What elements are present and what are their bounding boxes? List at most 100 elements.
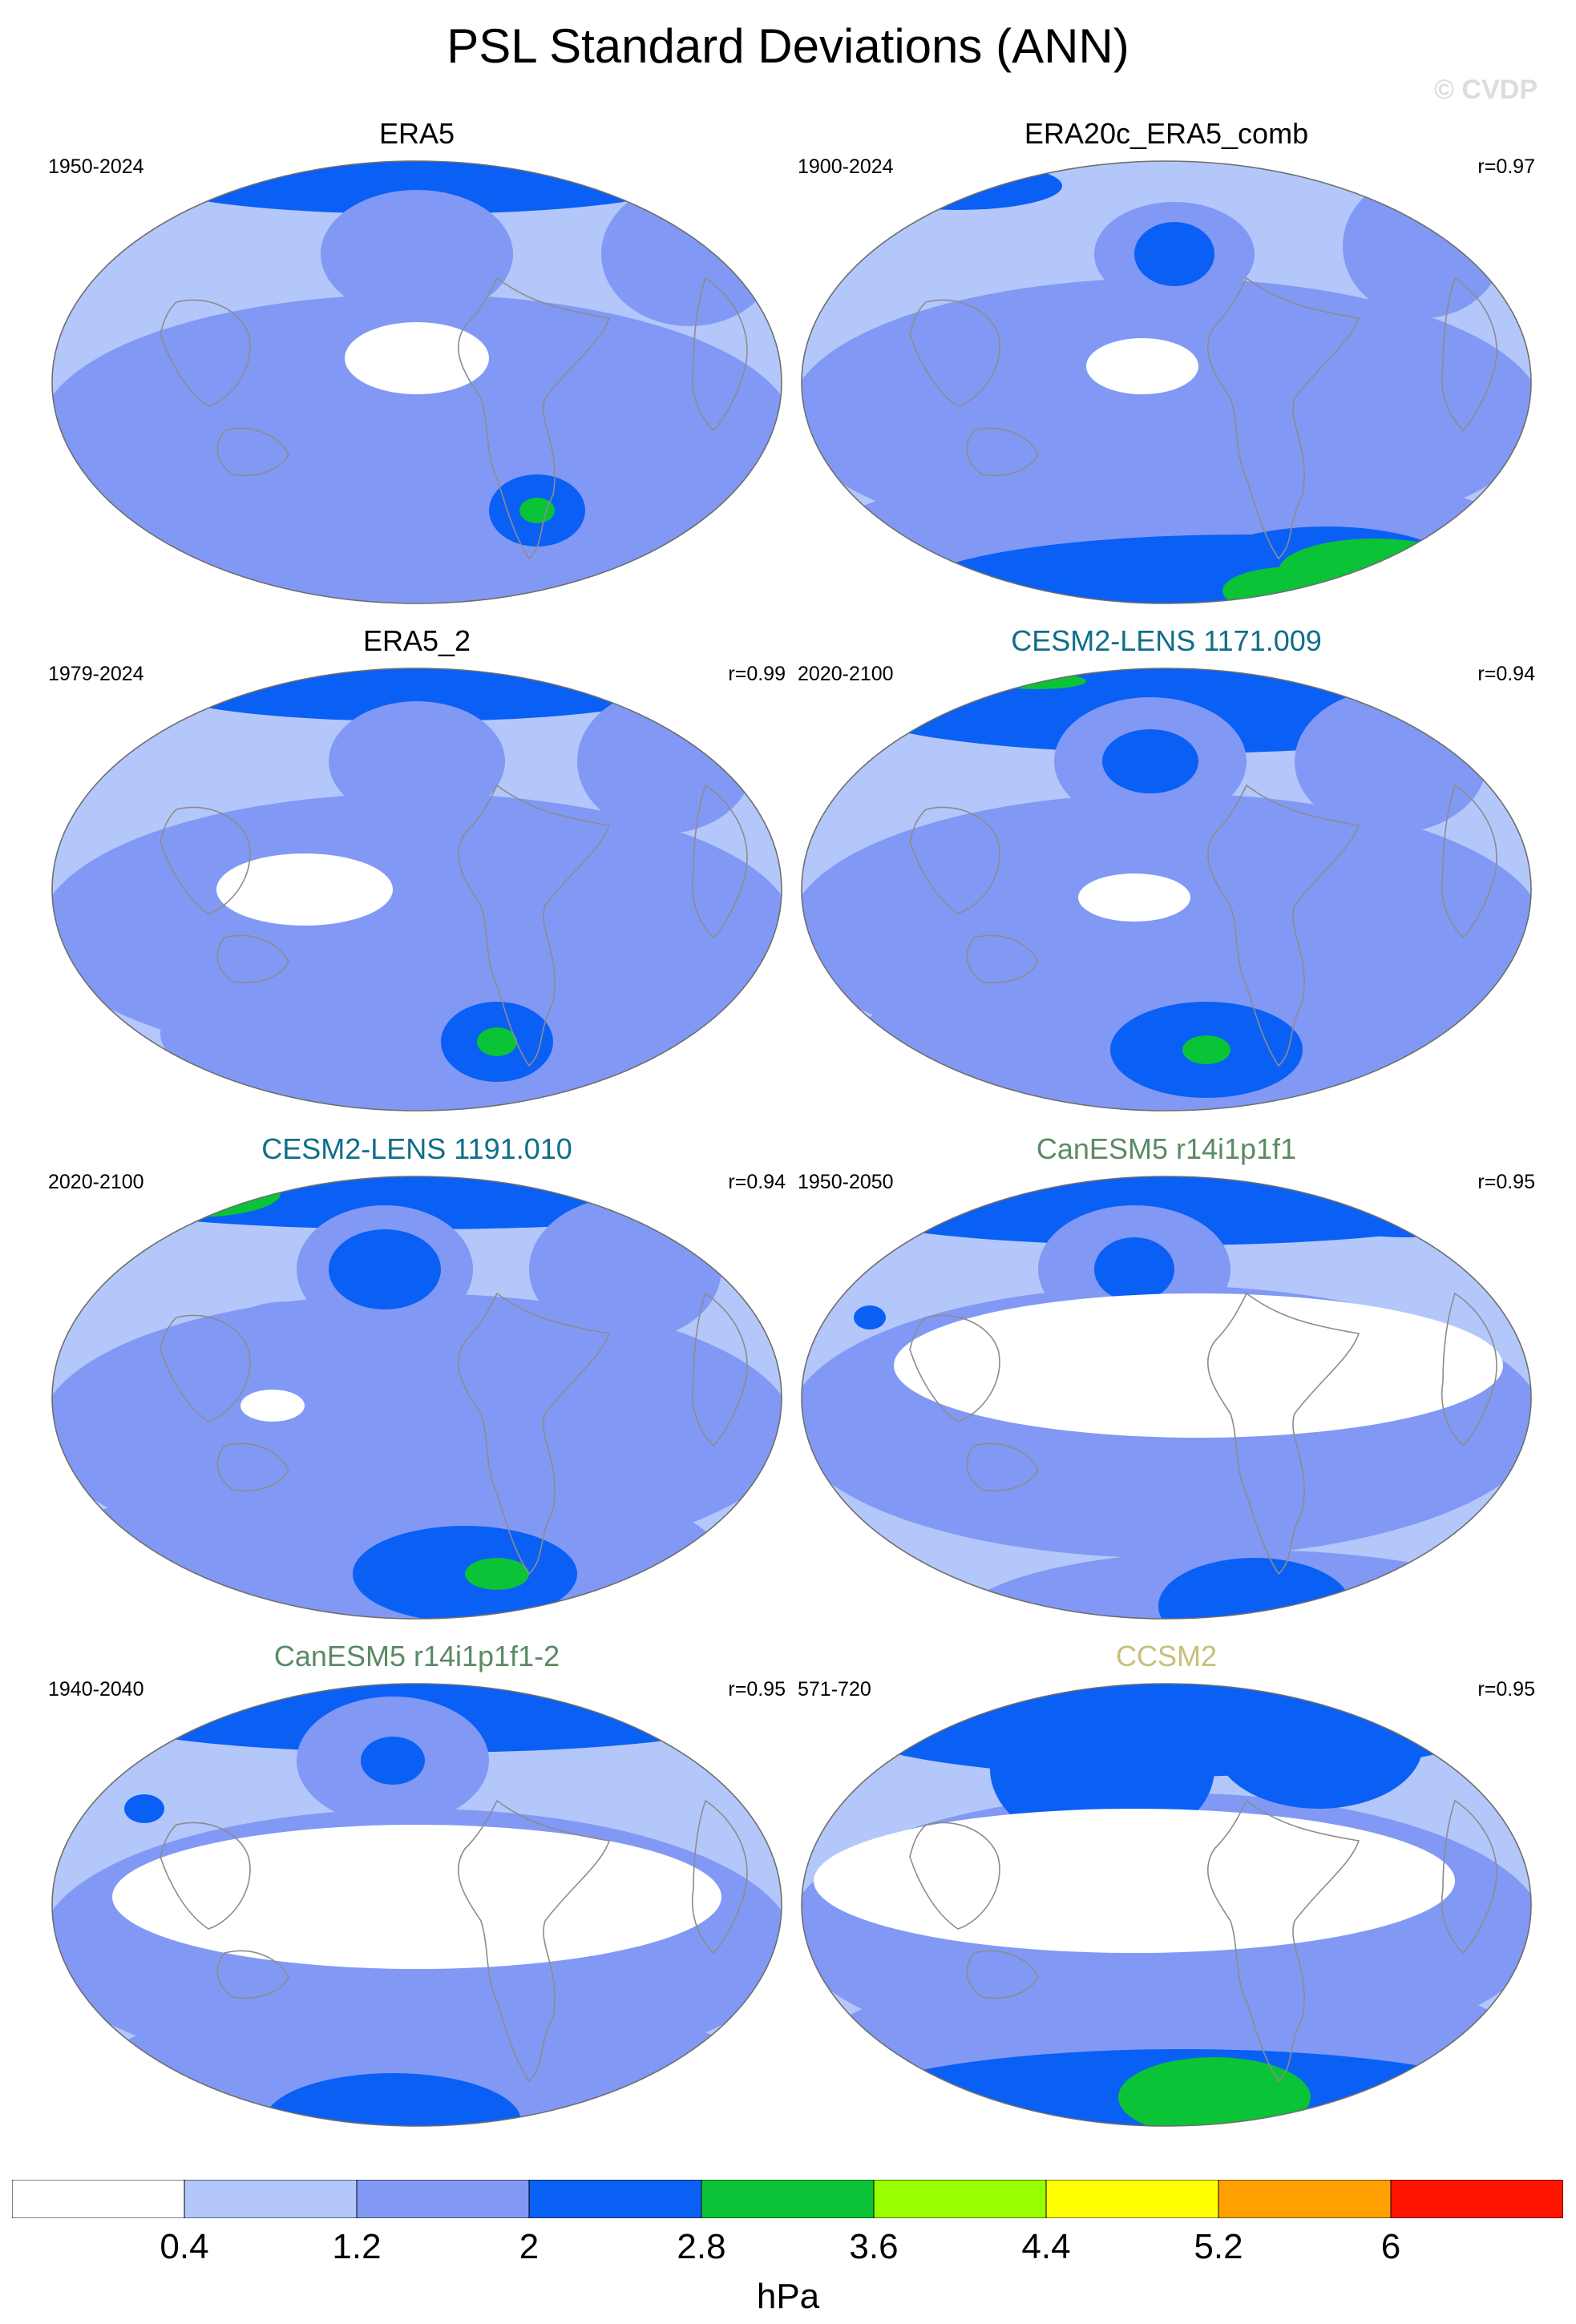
- coastline: [966, 1442, 1039, 1492]
- coastline: [216, 427, 289, 477]
- panel-correlation: r=0.95: [728, 1678, 786, 1701]
- contour-band-level-4: [519, 498, 555, 523]
- coastline: [909, 1314, 1000, 1422]
- contour-band-level-3: [990, 1689, 1214, 1849]
- contour-map: [801, 668, 1532, 1112]
- panel-correlation: r=0.95: [1477, 1678, 1535, 1701]
- colorbar-tick-label: 6: [1380, 2227, 1401, 2266]
- contour-map: [801, 160, 1532, 604]
- cvdp-watermark: © CVDP: [1434, 75, 1538, 105]
- contour-band-level-4: [465, 1558, 529, 1590]
- contour-band-level-3: [1158, 1558, 1351, 1619]
- colorbar-swatch: [1218, 2180, 1392, 2218]
- colorbar-tick-label: 3.6: [849, 2227, 899, 2266]
- contour-band-level-2: [321, 190, 513, 318]
- colorbar-swatch: [356, 2180, 530, 2218]
- panel-period: 571-720: [798, 1678, 871, 1701]
- panel-period: 2020-2100: [48, 1171, 144, 1193]
- contour-fields: [52, 668, 782, 1111]
- colorbar-tick-label: 4.4: [1021, 2227, 1071, 2266]
- panel-title: CanESM5 r14i1p1f1: [1036, 1132, 1297, 1165]
- map-border: [801, 668, 1532, 1112]
- coastline: [909, 1822, 1000, 1930]
- contour-band-level-3: [854, 1305, 886, 1329]
- panel-period: 1979-2024: [48, 663, 144, 685]
- colorbar-swatch: [528, 2180, 702, 2218]
- coastline: [691, 1799, 748, 1955]
- coastline: [216, 934, 289, 984]
- contour-band-level-2: [577, 689, 754, 833]
- colorbar-tick-label: 5.2: [1194, 2227, 1243, 2266]
- panel-title: ERA20c_ERA5_comb: [1024, 117, 1309, 150]
- colorbar-swatch: [1390, 2180, 1563, 2218]
- colorbar-swatch: [12, 2180, 185, 2218]
- panel-correlation: r=0.95: [1477, 1171, 1535, 1193]
- contour-band-level-3: [265, 2073, 521, 2126]
- contour-band-level-3: [329, 1229, 441, 1309]
- panel-title: ERA5: [378, 117, 455, 150]
- coastline: [1441, 276, 1497, 432]
- contour-fields: [802, 161, 1531, 603]
- contour-band-level-3: [1471, 182, 1531, 246]
- contour-band-level-2: [529, 1197, 721, 1342]
- colorbar: [12, 2180, 1563, 2218]
- panel-correlation: r=0.94: [728, 1171, 786, 1193]
- colorbar-unit: hPa: [756, 2277, 820, 2316]
- coastline: [160, 806, 251, 914]
- coastline: [691, 784, 748, 939]
- coastline: [160, 1822, 251, 1930]
- coastline: [1206, 1799, 1360, 2083]
- panel-correlation: r=0.94: [1477, 663, 1535, 685]
- coastline: [1206, 276, 1360, 560]
- coastline: [966, 934, 1039, 984]
- map-panel-ccsm2: CCSM2 571-720 r=0.95: [798, 1639, 1535, 2136]
- map-border: [51, 1683, 782, 2127]
- coastline: [1441, 784, 1497, 939]
- contour-map: [51, 668, 782, 1112]
- contour-band-level-2: [112, 446, 433, 575]
- contour-map: [51, 160, 782, 604]
- contour-band-level-3: [124, 1794, 164, 1823]
- contour-band-level-3: [1214, 1684, 1423, 1809]
- coastline: [160, 299, 251, 407]
- contour-band-level-0: [894, 1293, 1503, 1438]
- map-panel-era5: ERA5 1950-2024: [48, 116, 786, 613]
- coastline: [457, 1292, 611, 1576]
- coastline: [457, 276, 611, 560]
- map-panel-era20c-era5-comb: ERA20c_ERA5_comb 1900-2024 r=0.97: [798, 116, 1535, 613]
- colorbar-tick-label: 2: [519, 2227, 539, 2266]
- contour-fields: [802, 1176, 1531, 1619]
- contour-band-level-3: [1102, 729, 1198, 793]
- contour-band-level-3: [854, 162, 1062, 210]
- contour-band-level-4: [1182, 1035, 1230, 1064]
- map-panel-cesm2-lens-1171-009: CESM2-LENS 1171.009 2020-2100 r=0.94: [798, 623, 1535, 1120]
- contour-band-level-2: [1295, 689, 1487, 833]
- coastline: [457, 784, 611, 1067]
- colorbar-swatch: [1045, 2180, 1219, 2218]
- contour-fields: [52, 1684, 782, 2126]
- contour-band-level-2: [601, 182, 778, 326]
- contour-band-level-0: [1086, 338, 1198, 394]
- contour-band-level-3: [1134, 222, 1214, 286]
- contour-band-level-0: [216, 853, 393, 926]
- coastline: [691, 1292, 748, 1447]
- coastline: [216, 1950, 289, 1999]
- coastline: [909, 299, 1000, 407]
- contour-band-level-2: [329, 701, 505, 821]
- panel-title: CanESM5 r14i1p1f1-2: [273, 1640, 560, 1672]
- contour-band-level-4: [477, 1027, 517, 1056]
- contour-fields: [802, 1684, 1531, 2126]
- colorbar-tick-label: 2.8: [677, 2227, 726, 2266]
- coastline: [216, 1442, 289, 1492]
- contour-band-level-4: [593, 1177, 689, 1201]
- coastline: [1206, 784, 1360, 1067]
- contour-band-level-3: [361, 1737, 425, 1785]
- contour-map: [51, 1683, 782, 2127]
- contour-map: [51, 1176, 782, 1620]
- contour-band-level-2: [224, 1301, 353, 1366]
- coastline: [1441, 1292, 1497, 1447]
- coastline: [1206, 1292, 1360, 1576]
- map-panel-era5-2: ERA5_2 1979-2024 r=0.99: [48, 623, 786, 1120]
- colorbar-labels: 0.4 1.2 2 2.8 3.6 4.4 5.2 6: [0, 2226, 1576, 2274]
- map-panel-canesm5-r14i1p1f1-2: CanESM5 r14i1p1f1-2 1940-2040 r=0.95: [48, 1639, 786, 2136]
